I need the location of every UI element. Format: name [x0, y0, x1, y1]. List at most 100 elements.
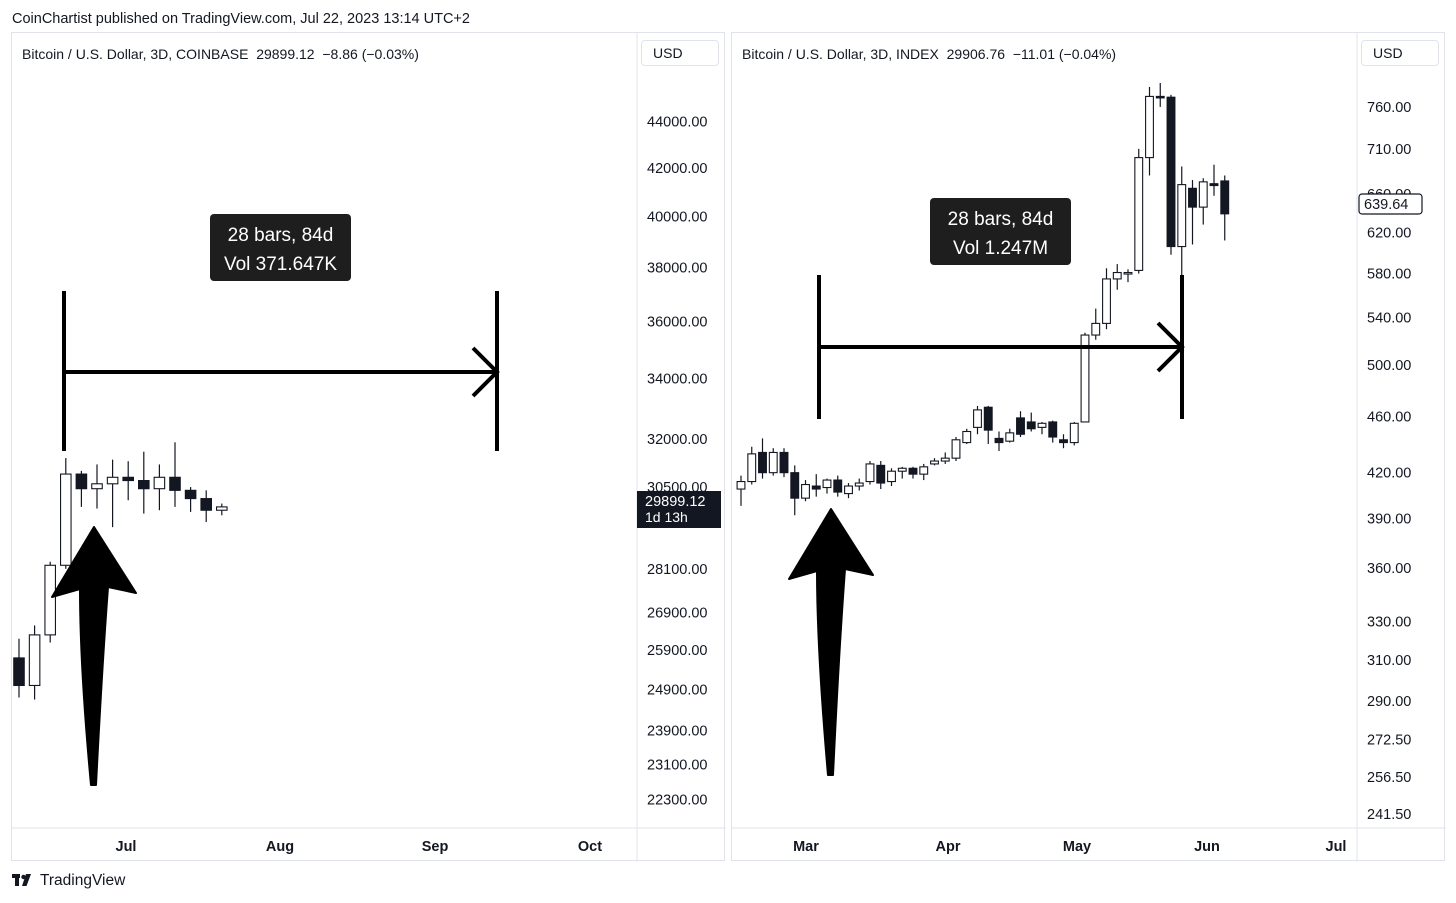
candle — [1209, 164, 1219, 196]
price-tick-label: 360.00 — [1367, 561, 1411, 577]
candle — [1059, 434, 1068, 449]
price-axis: 44000.00 42000.00 40000.00 38000.00 36000.00… — [647, 114, 707, 808]
current-price-value: 29899.12 — [645, 494, 705, 510]
candle — [1155, 83, 1165, 107]
measure-label-bg — [210, 214, 351, 281]
measure-label-bg — [930, 198, 1071, 265]
candle — [1177, 166, 1187, 294]
candle-body-up — [951, 439, 961, 459]
candle-body-down — [122, 476, 134, 482]
candle — [1091, 308, 1101, 340]
time-tick-label: Oct — [578, 839, 602, 855]
candle — [1069, 421, 1079, 446]
candle — [1145, 86, 1154, 176]
candle — [1166, 94, 1176, 255]
candle-body-down — [169, 476, 181, 491]
candle-body-down — [811, 485, 821, 490]
chart-panel-index[interactable]: 760.00710.00660.00620.00580.00540.00500.… — [731, 32, 1446, 862]
time-tick-label: Sep — [422, 839, 449, 855]
price-tick-label: 760.00 — [1367, 100, 1411, 116]
candle-body-down — [994, 437, 1004, 444]
candle-body-down — [1026, 421, 1036, 430]
candle — [1048, 420, 1058, 443]
chart-canvas-index[interactable]: 760.00710.00660.00620.00580.00540.00500.… — [732, 33, 1446, 862]
candle-body-up — [801, 483, 810, 499]
candle-body-down — [1155, 95, 1165, 99]
price-tick-label: 36000.00 — [647, 315, 707, 331]
chart-panel-coinbase[interactable]: 44000.00 42000.00 40000.00 38000.00 36000.00… — [11, 32, 726, 862]
price-tick-label: 620.00 — [1367, 225, 1411, 241]
price-tick-label: 500.00 — [1367, 358, 1411, 374]
price-tick-label: 24900.00 — [647, 682, 707, 698]
price-tick-label: 540.00 — [1367, 311, 1411, 327]
candle — [1005, 428, 1015, 443]
candle — [1037, 421, 1047, 435]
candle — [747, 446, 757, 485]
candle — [951, 437, 961, 462]
last-price: 29899.12 — [256, 46, 315, 62]
currency-button[interactable]: USD — [1361, 40, 1439, 66]
candle — [844, 483, 853, 499]
currency-button[interactable]: USD — [641, 40, 719, 66]
tradingview-brand[interactable]: TradingView — [12, 872, 125, 890]
candle-body-down — [184, 489, 197, 500]
measure-arrowhead — [1156, 321, 1185, 373]
candle — [28, 625, 41, 700]
candle — [75, 470, 88, 507]
time-tick-label: Jun — [1194, 839, 1220, 855]
measure-bars-text: 28 bars, 84d — [228, 225, 334, 246]
price-tick-label: 310.00 — [1367, 653, 1411, 669]
candle-body-down — [75, 473, 88, 490]
candle-body-up — [897, 467, 907, 472]
candle — [758, 438, 767, 479]
price-tick-label: 23900.00 — [647, 723, 707, 739]
candle-body-up — [1069, 422, 1079, 444]
price-tick-label: 26900.00 — [647, 605, 707, 621]
symbol-title: Bitcoin / U.S. Dollar, 3D, COINBASE — [22, 46, 249, 62]
price-tick-label: 22300.00 — [647, 792, 707, 808]
candle-body-down — [1209, 183, 1219, 187]
candle-body-up — [1134, 157, 1144, 271]
candle-body-up — [1145, 95, 1154, 159]
measure-label: 28 bars, 84d Vol 1.247M — [930, 198, 1071, 265]
time-tick-label: Mar — [793, 839, 819, 855]
price-tick-label: 40000.00 — [647, 210, 707, 226]
candle — [779, 448, 789, 478]
candle — [59, 458, 72, 569]
candle-body-up — [1080, 334, 1090, 423]
candle — [854, 478, 864, 491]
time-tick-label: Jul — [1326, 839, 1347, 855]
symbol-legend: Bitcoin / U.S. Dollar, 3D, INDEX 29906.7… — [742, 46, 1116, 62]
candle-body-down — [779, 451, 789, 474]
price-tick-label: 28100.00 — [647, 562, 707, 578]
candle — [184, 487, 197, 512]
candle-body-down — [1048, 421, 1058, 438]
candle-body-up — [28, 634, 41, 687]
price-change: −11.01 (−0.04%) — [1012, 46, 1117, 62]
candle — [865, 461, 875, 485]
candle — [122, 461, 134, 501]
candle-body-down — [1220, 180, 1230, 215]
candle — [801, 480, 810, 502]
candle — [876, 461, 886, 490]
price-tick-label: 460.00 — [1367, 410, 1411, 426]
measure-volume-text: Vol 371.647K — [224, 254, 337, 275]
chart-canvas-coinbase[interactable]: 44000.00 42000.00 40000.00 38000.00 36000.00… — [12, 33, 726, 862]
candle-body-up — [91, 483, 103, 490]
candle-body-up — [887, 470, 896, 483]
price-axis: 760.00710.00660.00620.00580.00540.00500.… — [1367, 100, 1411, 823]
candle-body-down — [138, 479, 150, 490]
price-tick-label: 330.00 — [1367, 614, 1411, 630]
candle — [169, 442, 181, 507]
candle-body-up — [940, 457, 950, 462]
candle-body-down — [1059, 439, 1068, 444]
candle-body-down — [1188, 187, 1197, 208]
candle — [1198, 178, 1208, 225]
candle — [908, 466, 918, 479]
candle-body-up — [1177, 184, 1187, 248]
candle-body-down — [876, 464, 886, 484]
candle — [940, 452, 950, 464]
candle-body-up — [844, 485, 853, 495]
candle — [983, 405, 993, 444]
time-axis: Jul Aug Sep Oct — [116, 839, 603, 855]
